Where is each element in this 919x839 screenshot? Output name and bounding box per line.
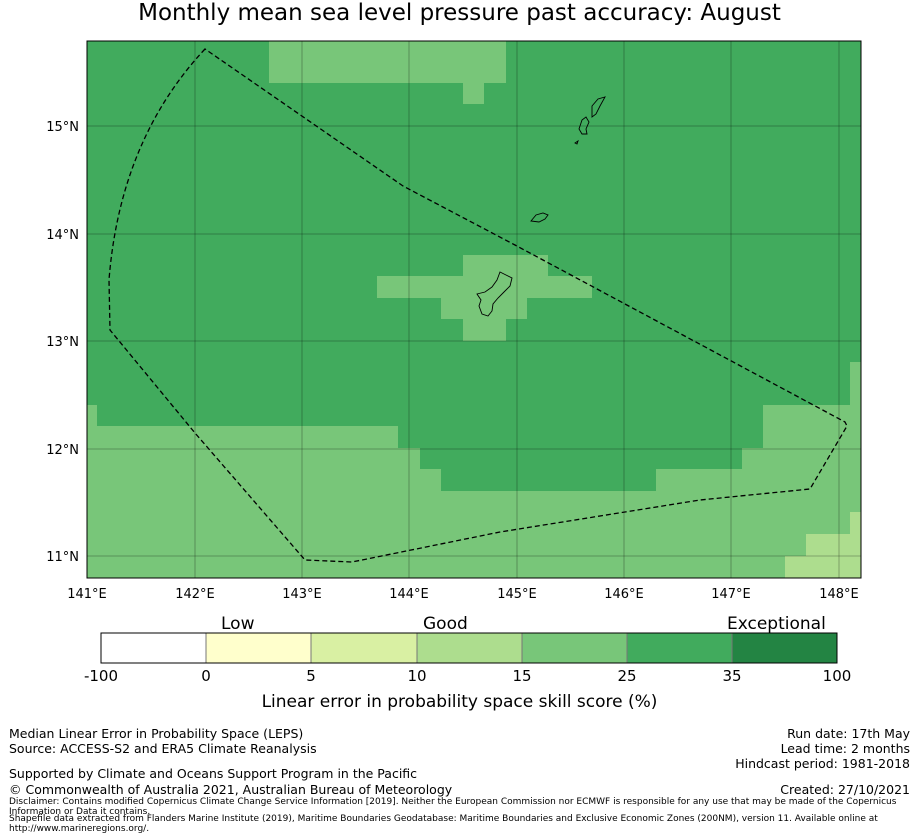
colorbar-tick: 35 bbox=[722, 667, 742, 685]
footer-shapefile-credit: Shapefile data extracted from Flanders M… bbox=[9, 814, 878, 834]
colorbar-tick: 0 bbox=[201, 667, 211, 685]
colorbar-swatch bbox=[732, 633, 837, 663]
colorbar-tick: -100 bbox=[83, 667, 119, 685]
footer-hindcast-period: Hindcast period: 1981-2018 bbox=[735, 756, 910, 771]
footer-created: Created: 27/10/2021 bbox=[780, 782, 910, 797]
colorbar-tick: 5 bbox=[306, 667, 316, 685]
colorbar-tick: 10 bbox=[407, 667, 427, 685]
footer-lead-time: Lead time: 2 months bbox=[780, 741, 910, 756]
eez-boundary bbox=[108, 48, 848, 563]
lon-label: 148°E bbox=[819, 587, 859, 602]
colorbar-swatch bbox=[101, 633, 206, 663]
island-tinian bbox=[578, 116, 590, 135]
colorbar-tick: 100 bbox=[822, 667, 852, 685]
legend-category-low: Low bbox=[221, 614, 255, 634]
lon-label: 144°E bbox=[389, 587, 429, 602]
map-canvas: 141°E 142°E 143°E 144°E 145°E 146°E 147°… bbox=[46, 40, 862, 664]
lat-label: 11°N bbox=[46, 550, 79, 565]
lon-label: 146°E bbox=[604, 587, 644, 602]
legend-category-good: Good bbox=[423, 614, 468, 634]
colorbar-swatch bbox=[627, 633, 732, 663]
footer-run-date: Run date: 17th May bbox=[787, 726, 910, 741]
footer-source: Source: ACCESS-S2 and ERA5 Climate Reana… bbox=[9, 741, 317, 756]
chart-title: Monthly mean sea level pressure past acc… bbox=[138, 0, 781, 26]
lon-label: 145°E bbox=[497, 587, 537, 602]
colorbar bbox=[100, 632, 838, 664]
island-aguijan bbox=[574, 139, 579, 145]
colorbar-label: Linear error in probability space skill … bbox=[261, 692, 658, 712]
skill-region-10-15 bbox=[785, 512, 861, 578]
colorbar-tick: 15 bbox=[512, 667, 532, 685]
lat-label: 14°N bbox=[46, 228, 79, 243]
footer-copyright: © Commonwealth of Australia 2021, Austra… bbox=[9, 782, 453, 797]
colorbar-swatch bbox=[311, 633, 417, 663]
island-guam bbox=[476, 271, 513, 317]
footer-method: Median Linear Error in Probability Space… bbox=[9, 726, 304, 741]
lon-label: 141°E bbox=[67, 587, 107, 602]
footer-disclaimer: Disclaimer: Contains modified Copernicus… bbox=[9, 797, 897, 817]
lon-label: 142°E bbox=[175, 587, 215, 602]
map-frame bbox=[86, 40, 862, 579]
skill-region-15-25 bbox=[87, 41, 861, 578]
lon-label: 147°E bbox=[711, 587, 751, 602]
island-saipan bbox=[591, 96, 606, 118]
lat-label: 12°N bbox=[46, 443, 79, 458]
colorbar-tick: 25 bbox=[617, 667, 637, 685]
lon-label: 143°E bbox=[282, 587, 322, 602]
island-rota bbox=[530, 212, 549, 223]
lat-label: 13°N bbox=[46, 335, 79, 350]
colorbar-swatch bbox=[417, 633, 522, 663]
island-outlines bbox=[476, 96, 606, 317]
colorbar-swatch bbox=[522, 633, 627, 663]
legend-category-exceptional: Exceptional bbox=[727, 614, 826, 634]
lat-label: 15°N bbox=[46, 120, 79, 135]
footer-support: Supported by Climate and Oceans Support … bbox=[9, 766, 418, 781]
colorbar-swatch bbox=[206, 633, 311, 663]
graticule bbox=[87, 41, 861, 578]
